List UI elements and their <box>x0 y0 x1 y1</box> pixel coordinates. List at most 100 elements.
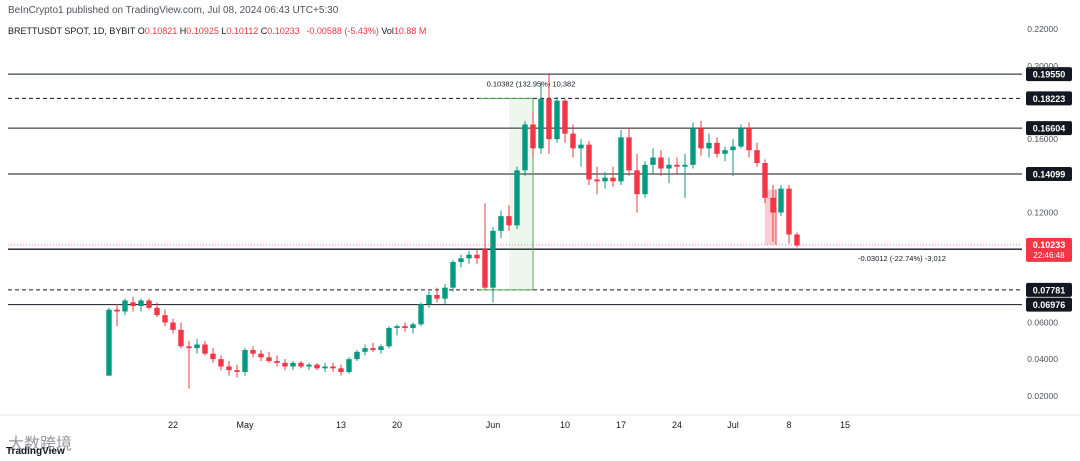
candle-body <box>186 346 192 349</box>
candle-body <box>714 142 720 154</box>
candle-body <box>442 287 448 299</box>
x-tick-label: 20 <box>392 420 402 430</box>
x-tick-label: May <box>236 420 254 430</box>
candle-body <box>298 362 304 367</box>
candle-body <box>114 309 120 312</box>
candle-body <box>562 100 568 134</box>
candle-body <box>330 366 336 369</box>
y-tick-label: 0.04000 <box>1027 354 1058 364</box>
candle-body <box>786 188 792 235</box>
candle-body <box>730 146 736 151</box>
candle-body <box>170 322 176 330</box>
x-tick-label: 22 <box>168 420 178 430</box>
candle-body <box>258 353 264 358</box>
symbol-info-bar: BRETTUSDT SPOT, 1D, BYBIT O0.10821 H0.10… <box>8 26 426 36</box>
candle-body <box>738 128 744 147</box>
tradingview-logo: TradingView <box>6 446 65 457</box>
candle-body <box>434 295 440 299</box>
candle-body <box>530 124 536 149</box>
candle-body <box>578 144 584 149</box>
x-tick-label: Jun <box>486 420 501 430</box>
level-label: 0.19550 <box>1033 70 1066 80</box>
candle-body <box>690 128 696 165</box>
candle-body <box>778 188 784 213</box>
candle-body <box>194 344 200 349</box>
candle-body <box>706 142 712 149</box>
level-badge <box>1026 121 1072 136</box>
candle-body <box>762 163 768 198</box>
y-tick-label: 0.02000 <box>1027 391 1058 401</box>
measure-up-label: 0.10382 (132.95%) 10,382 <box>487 79 576 88</box>
measure-down-label: -0.03012 (-22.74%) -3,012 <box>858 254 946 263</box>
high-label: H <box>179 26 187 36</box>
candle-body <box>106 309 112 376</box>
level-badge <box>1026 91 1072 106</box>
candle-body <box>482 249 488 288</box>
level-label: 0.14099 <box>1033 170 1066 180</box>
candle-body <box>466 254 472 259</box>
candle-body <box>338 368 344 372</box>
level-label: 0.16604 <box>1033 124 1066 134</box>
candle-body <box>210 353 216 360</box>
price-axis: 0.22000 0.20000 0.16000 0.12000 0.06000 0.040… <box>1027 24 1058 401</box>
x-tick-label: 13 <box>336 420 346 430</box>
close-label: C <box>260 26 268 36</box>
candle-body <box>146 300 152 308</box>
candle-body <box>602 177 608 182</box>
candle-body <box>514 170 520 226</box>
candle-body <box>266 357 272 361</box>
candle-body <box>594 179 600 182</box>
level-badge <box>1026 167 1072 182</box>
candle-body <box>474 254 480 259</box>
candle-body <box>202 344 208 354</box>
measure-tools: 0.10382 (132.95%) 10,382 -0.03012 (-22.74… <box>479 79 946 291</box>
candle-body <box>554 100 560 140</box>
candle-body <box>722 150 728 154</box>
candle-body <box>498 216 504 231</box>
candle-body <box>698 128 704 149</box>
y-tick-label: 0.12000 <box>1027 208 1058 218</box>
candle-body <box>522 124 528 171</box>
candle-body <box>410 324 416 328</box>
current-price-badge-box <box>1026 237 1072 262</box>
symbol-name[interactable]: BRETTUSDT SPOT, 1D, BYBIT <box>8 26 136 36</box>
candle-body <box>218 359 224 367</box>
candle-body <box>282 362 288 367</box>
level-badge <box>1026 297 1072 312</box>
candle-body <box>746 128 752 151</box>
y-tick-label: 0.16000 <box>1027 134 1058 144</box>
candle-body <box>418 304 424 325</box>
candle-body <box>634 170 640 195</box>
candle-body <box>618 137 624 182</box>
candle-body <box>154 307 160 316</box>
candle-body <box>346 359 352 372</box>
measure-up-zone <box>509 98 533 290</box>
vol-label: Vol <box>381 26 394 36</box>
open-value: 0.10821 <box>144 26 178 36</box>
level-label: 0.07781 <box>1033 285 1066 295</box>
x-tick-label: 10 <box>560 420 570 430</box>
candle-body <box>538 98 544 149</box>
candle-body <box>770 197 776 213</box>
candle-body <box>162 315 168 323</box>
candle-body <box>250 350 256 354</box>
measure-down-zone <box>765 189 776 245</box>
publish-caption: BeInCrypto1 published on TradingView.com… <box>8 5 339 16</box>
x-tick-label: 24 <box>672 420 682 430</box>
x-tick-label: 8 <box>786 420 791 430</box>
candle-body <box>322 366 328 369</box>
y-tick-label: 0.06000 <box>1027 318 1058 328</box>
high-value: 0.10925 <box>186 26 219 36</box>
candle-body <box>242 350 248 372</box>
low-value: 0.10112 <box>226 26 259 36</box>
candle-body <box>586 144 592 180</box>
candle-body <box>122 300 128 312</box>
candle-body <box>138 300 144 306</box>
level-label: 0.06976 <box>1033 300 1066 310</box>
candle-body <box>642 164 648 195</box>
candle-body <box>546 98 552 140</box>
candle-body <box>754 150 760 163</box>
candle-body <box>226 366 232 371</box>
